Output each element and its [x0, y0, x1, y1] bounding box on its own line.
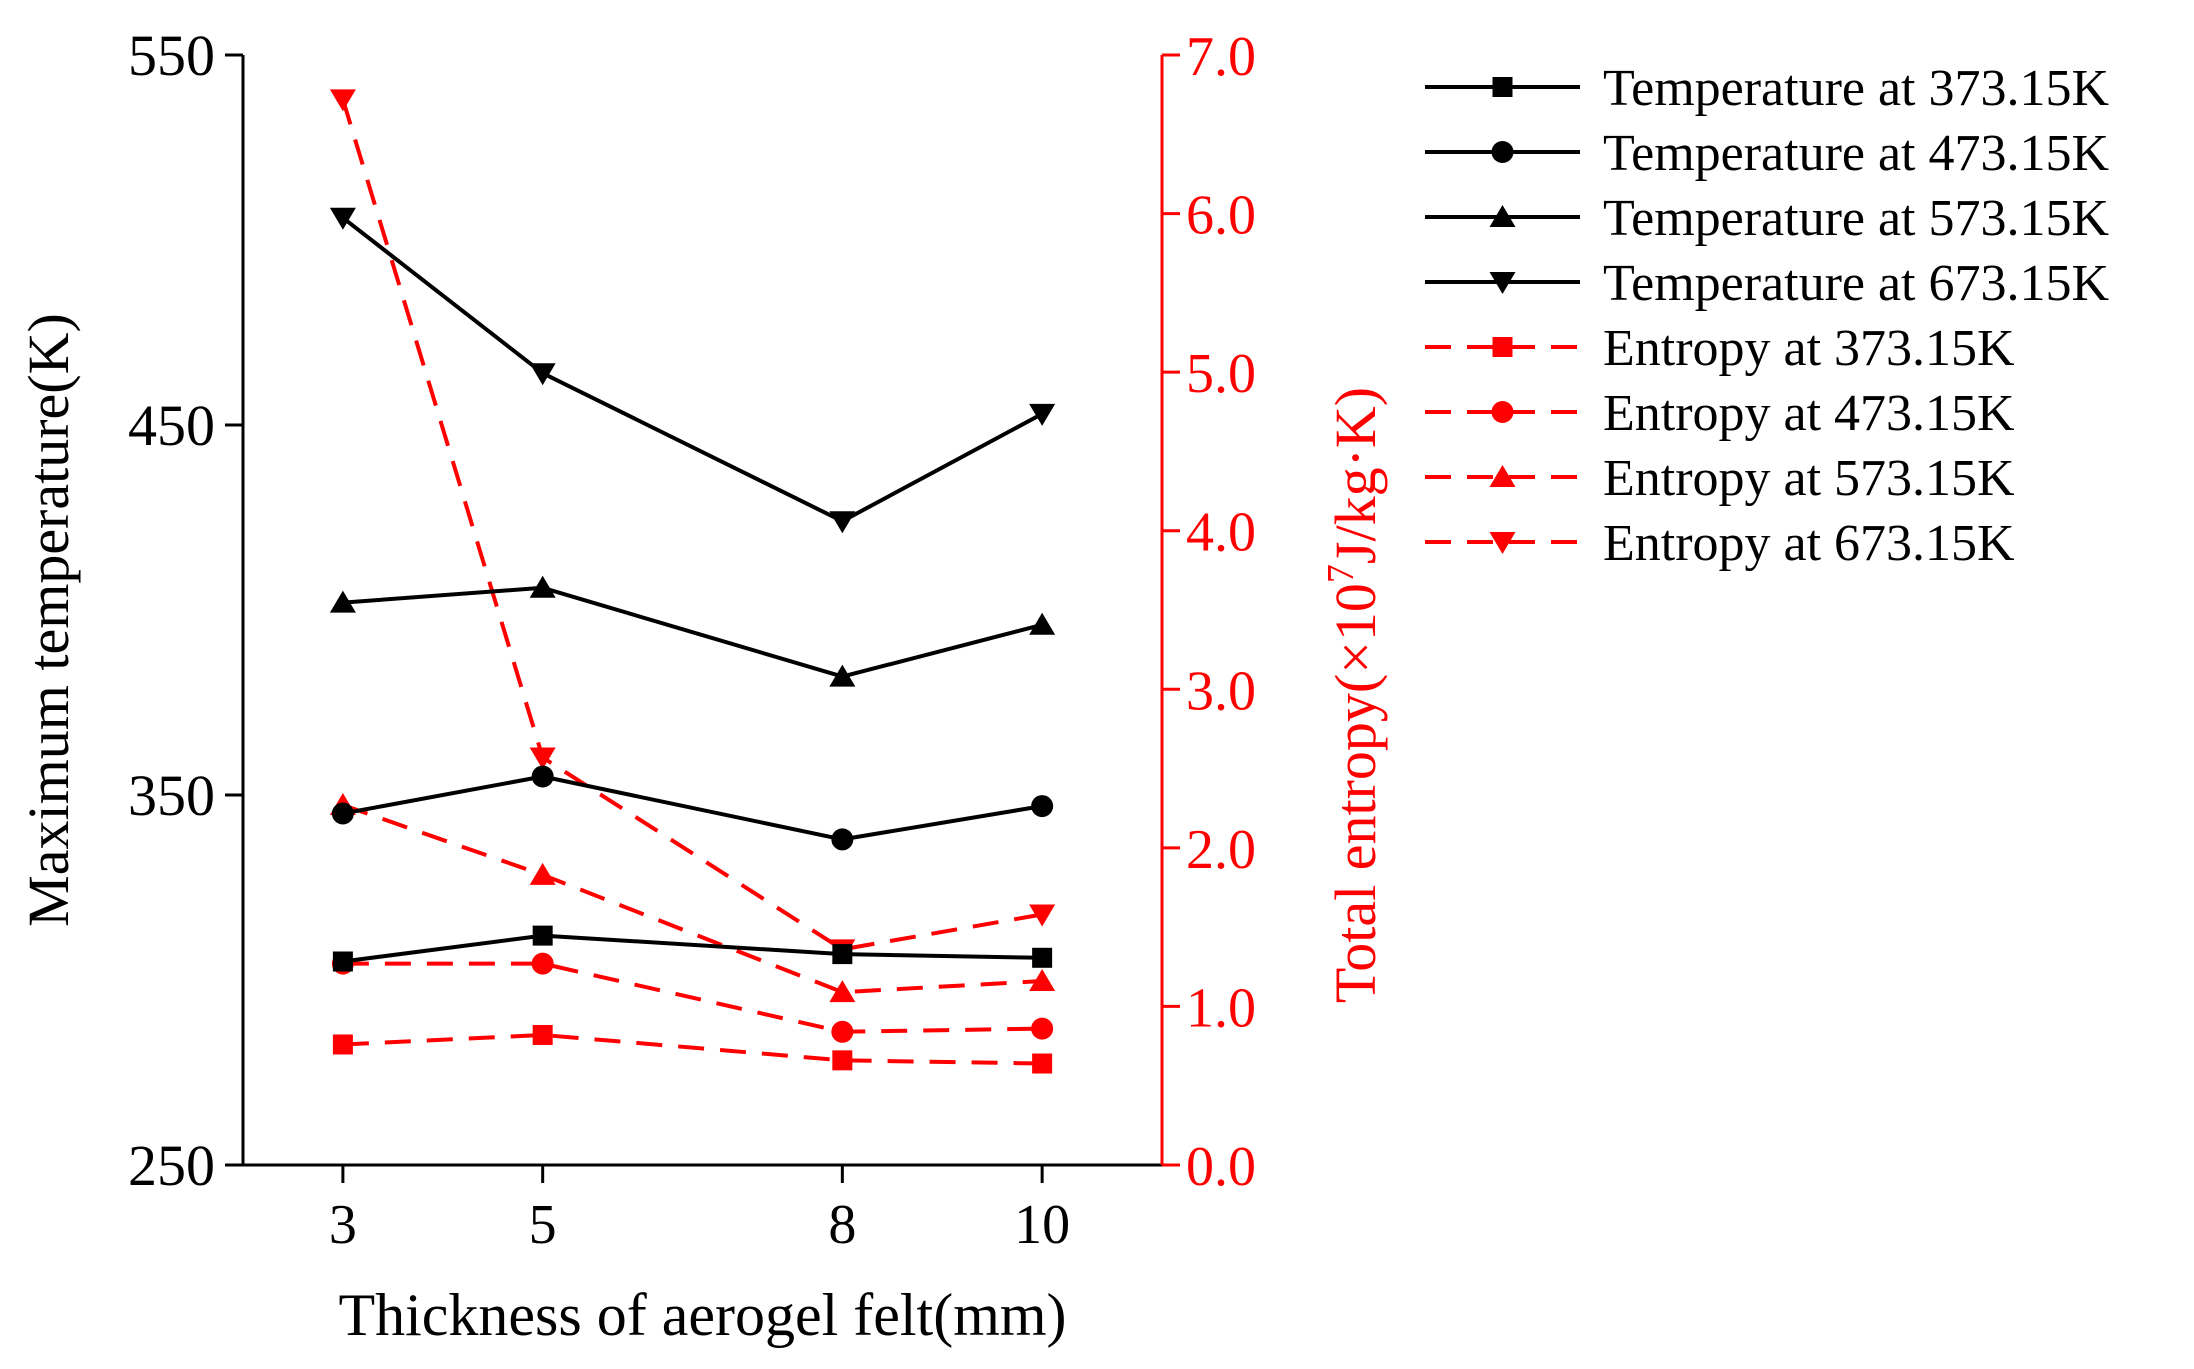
legend-label: Temperature at 573.15K [1603, 190, 2110, 247]
data-point-5 [529, 747, 556, 770]
data-point-5 [532, 1024, 553, 1045]
right-axis-title-part: Total entropy(×10 [1323, 583, 1388, 1003]
legend-swatch-marker [1489, 532, 1516, 554]
series-line [342, 961, 1043, 1034]
series-entropy-at-373-15k [332, 1024, 1053, 1074]
series-line [341, 216, 1044, 524]
legend-swatch-marker [1491, 141, 1514, 163]
data-point-8 [832, 944, 853, 965]
right-tick-label: 3.0 [1186, 660, 1256, 722]
series-line [342, 803, 1043, 995]
data-point-5 [531, 765, 554, 788]
data-point-3 [332, 951, 353, 972]
legend-item: Entropy at 373.15K [1425, 320, 2015, 377]
right-tick-label: 4.0 [1186, 502, 1256, 564]
data-point-5 [532, 925, 553, 946]
data-point-5 [529, 363, 556, 386]
right-tick-label: 1.0 [1186, 977, 1256, 1039]
data-point-10 [1031, 795, 1054, 818]
legend-swatch-marker [1489, 465, 1516, 487]
legend-swatch-marker [1489, 205, 1516, 227]
data-point-10 [1032, 947, 1053, 968]
data-point-3 [329, 207, 356, 230]
legend-item: Entropy at 473.15K [1425, 385, 2015, 442]
legend-item: Temperature at 673.15K [1425, 255, 2110, 312]
data-point-8 [831, 1020, 854, 1043]
data-point-8 [829, 664, 856, 687]
series-line [342, 774, 1043, 842]
right-tick-label: 7.0 [1186, 26, 1256, 88]
data-point-8 [832, 1050, 853, 1071]
series-temperature-at-373-15k [332, 925, 1053, 972]
legend: Temperature at 373.15K Temperature at 473… [1425, 60, 2110, 572]
data-point-5 [531, 952, 554, 975]
data-point-10 [1032, 1053, 1053, 1074]
legend-label: Entropy at 473.15K [1603, 385, 2015, 442]
series-line [342, 585, 1043, 679]
right-tick-label: 5.0 [1186, 343, 1256, 405]
x-tick-label: 8 [828, 1194, 856, 1256]
series-line [340, 98, 1043, 952]
right-axis-title-superscript: 7 [1320, 564, 1362, 583]
right-tick-label: 0.0 [1186, 1136, 1256, 1198]
legend-label: Entropy at 673.15K [1603, 515, 2015, 572]
legend-label: Temperature at 473.15K [1603, 125, 2110, 182]
series-line [342, 1032, 1043, 1066]
data-point-10 [1029, 612, 1056, 635]
legend-item: Temperature at 473.15K [1425, 125, 2110, 182]
legend-label: Temperature at 373.15K [1603, 60, 2110, 117]
left-tick-label: 450 [128, 393, 215, 458]
x-tick-label: 5 [529, 1194, 557, 1256]
data-point-8 [829, 980, 856, 1003]
right-axis-title: Total entropy(×107J/kg·K) [1320, 387, 1388, 1003]
left-axis-title: Maximum temperature(K) [16, 313, 81, 927]
data-point-10 [1029, 904, 1056, 927]
data-point-3 [329, 89, 356, 112]
legend-swatch-marker [1491, 401, 1514, 423]
legend-item: Temperature at 573.15K [1425, 190, 2110, 247]
right-tick-label: 2.0 [1186, 819, 1256, 881]
data-point-5 [529, 862, 556, 885]
legend-label: Entropy at 573.15K [1603, 450, 2015, 507]
series-temperature-at-573-15k [329, 575, 1056, 687]
data-point-3 [331, 802, 354, 825]
x-tick-label: 3 [329, 1194, 357, 1256]
data-point-8 [831, 828, 854, 851]
right-axis-title-part: J/kg·K) [1323, 387, 1388, 564]
legend-swatch-marker [1492, 337, 1513, 357]
legend-label: Temperature at 673.15K [1603, 255, 2110, 312]
left-tick-label: 250 [128, 1133, 215, 1198]
legend-item: Temperature at 373.15K [1425, 60, 2110, 117]
series-temperature-at-673-15k [329, 207, 1056, 534]
series-temperature-at-473-15k [331, 765, 1054, 851]
data-point-10 [1029, 403, 1056, 426]
data-point-5 [529, 575, 556, 598]
legend-item: Entropy at 573.15K [1425, 450, 2015, 507]
left-tick-label: 350 [128, 763, 215, 828]
x-axis-title: Thickness of aerogel felt(mm) [338, 1282, 1066, 1348]
data-point-3 [329, 590, 356, 613]
left-tick-label: 550 [128, 23, 215, 88]
data-point-10 [1029, 969, 1056, 992]
legend-swatch-marker [1492, 77, 1513, 97]
legend-label: Entropy at 373.15K [1603, 320, 2015, 377]
x-tick-label: 10 [1014, 1194, 1070, 1256]
legend-swatch-marker [1489, 272, 1516, 294]
legend-item: Entropy at 673.15K [1425, 515, 2015, 572]
data-point-8 [829, 511, 856, 534]
data-point-3 [332, 1034, 353, 1055]
plot-area [329, 89, 1056, 1074]
axes: 3 5 8 10 250 350 450 550 0.0 1.0 2.0 3.0 4.0 5.0 6.0 7.… [16, 23, 1388, 1348]
series-line [342, 933, 1043, 964]
right-tick-label: 6.0 [1186, 185, 1256, 247]
data-point-10 [1031, 1017, 1054, 1040]
